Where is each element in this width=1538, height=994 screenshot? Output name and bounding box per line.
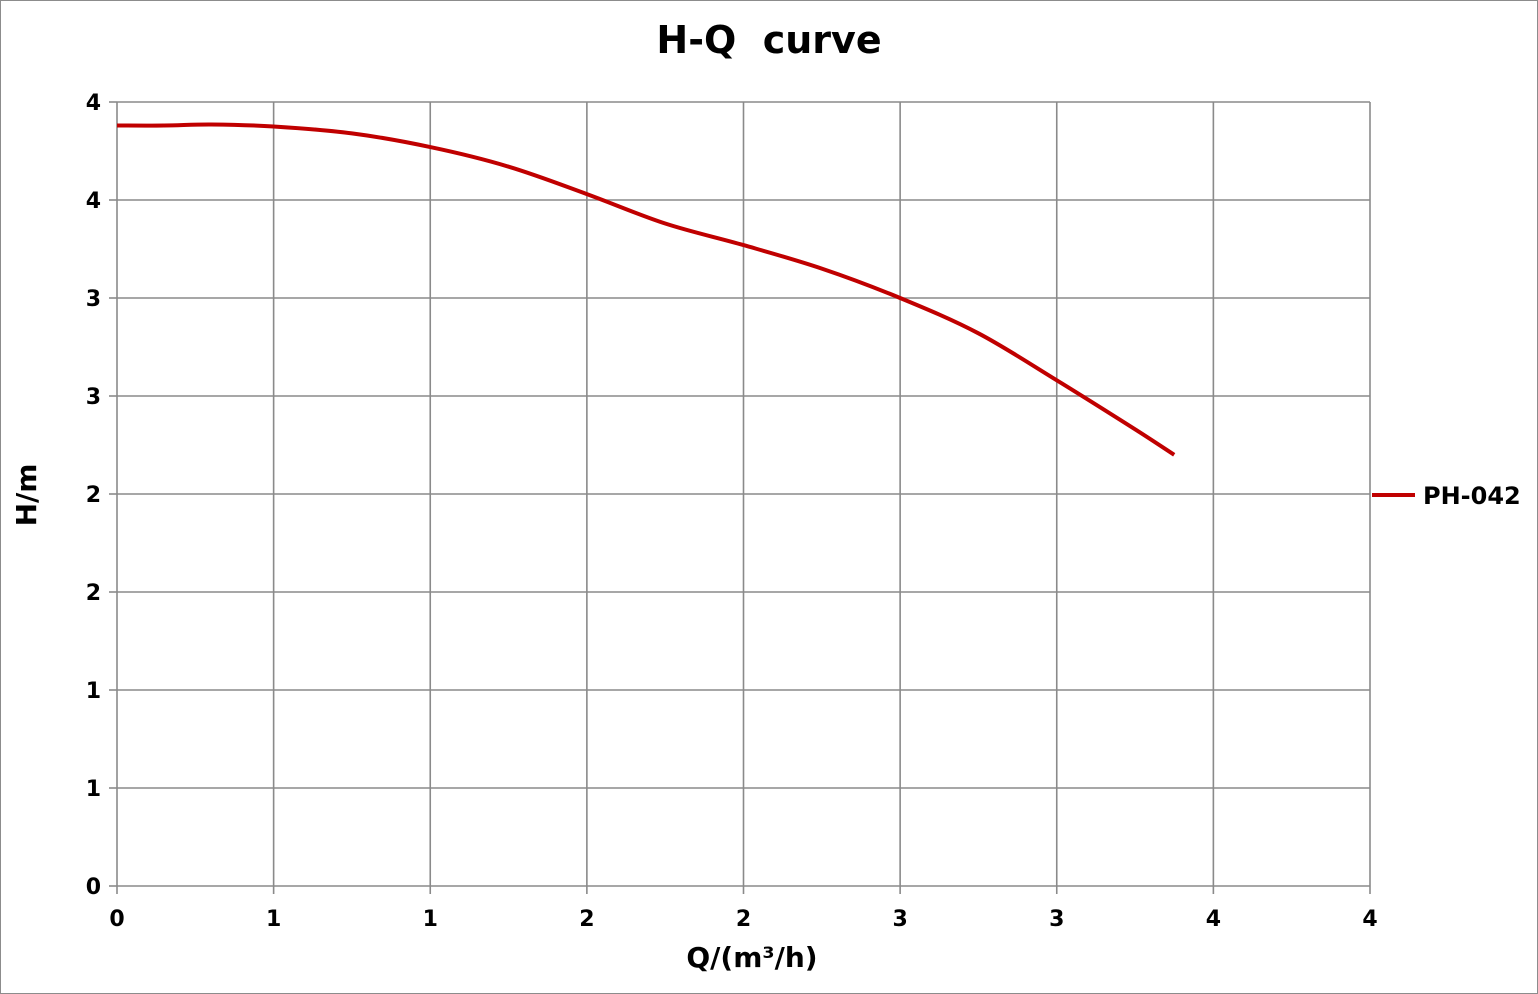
y-tick-label: 2 xyxy=(86,483,101,508)
series-line-ph-042 xyxy=(116,122,1176,457)
x-tick-label: 2 xyxy=(736,907,751,932)
y-tick-label: 1 xyxy=(86,679,101,704)
x-tick-label: 3 xyxy=(892,907,907,932)
y-tick-label: 2 xyxy=(86,581,101,606)
series-layer xyxy=(116,122,1176,457)
y-tick-label: 1 xyxy=(86,777,101,802)
y-tick-label: 3 xyxy=(86,385,101,410)
x-tick-label: 1 xyxy=(423,907,438,932)
grid-layer xyxy=(117,101,1371,886)
x-tick-label: 0 xyxy=(109,907,124,932)
y-tick-label: 0 xyxy=(86,875,101,900)
chart-title: H-Q curve xyxy=(656,18,881,62)
x-axis-title: Q/(m³/h) xyxy=(686,941,817,974)
x-tick-label: 4 xyxy=(1362,907,1377,932)
y-axis-title: H/m xyxy=(10,464,43,527)
legend: PH-042 xyxy=(1372,482,1521,510)
y-tick-label: 4 xyxy=(86,91,101,116)
x-tick-label: 1 xyxy=(266,907,281,932)
x-tick-label: 2 xyxy=(579,907,594,932)
axis-layer xyxy=(109,101,1371,894)
x-tick-label: 4 xyxy=(1206,907,1221,932)
y-tick-label: 4 xyxy=(86,189,101,214)
tick-label-layer: 0 1 1 2 2 3 3 4 4 0 1 1 2 2 3 3 4 4 xyxy=(86,91,1378,932)
x-tick-label: 3 xyxy=(1049,907,1064,932)
y-tick-label: 3 xyxy=(86,287,101,312)
legend-label: PH-042 xyxy=(1423,482,1521,510)
